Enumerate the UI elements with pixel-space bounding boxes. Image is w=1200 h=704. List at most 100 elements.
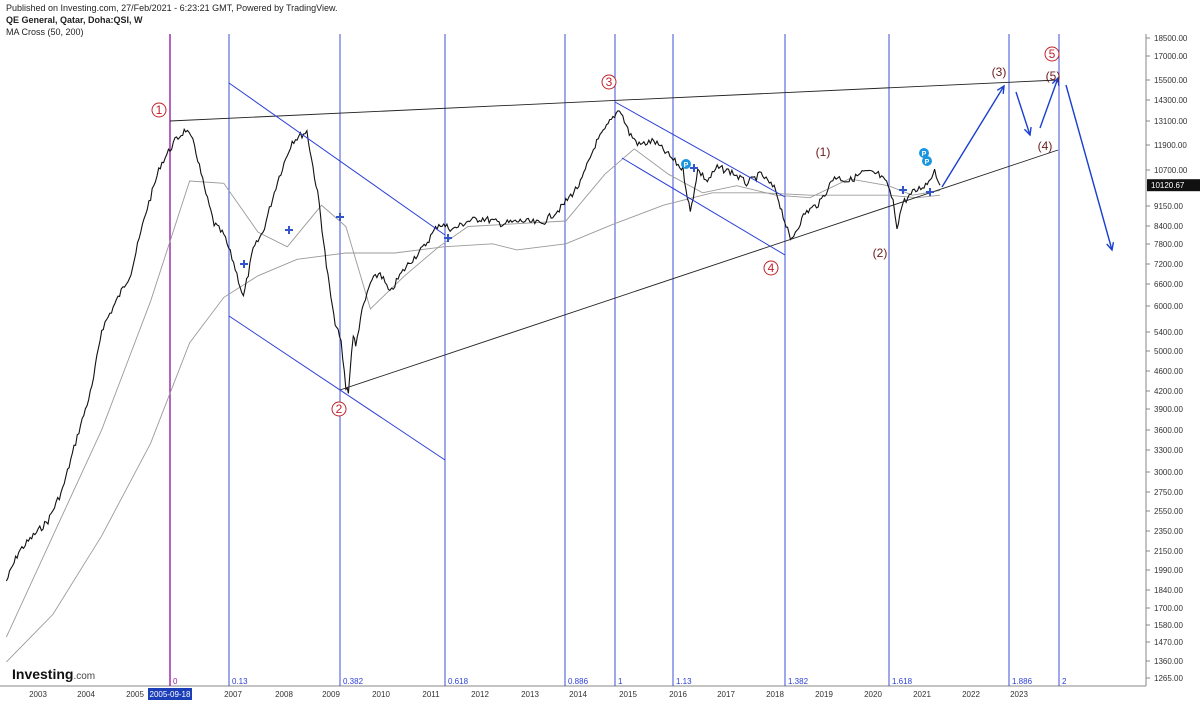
y-tick-label: 1470.00 [1154,638,1183,647]
ma-line [5,148,941,638]
y-tick-label: 5400.00 [1154,328,1183,337]
x-tick-label: 2015 [619,690,637,699]
channel-line [614,101,786,198]
arrow-head [996,84,1005,95]
chart-header: Published on Investing.com, 27/Feb/2021 … [6,2,338,38]
y-tick-label: 2550.00 [1154,507,1183,516]
y-tick-label: 14300.00 [1154,96,1188,105]
cross-marker [336,213,344,221]
wave-circle [331,401,347,417]
channel-line [228,315,446,461]
indicator-label: MA Cross (50, 200) [6,27,84,37]
cross-marker [690,164,698,172]
y-tick-label: 3900.00 [1154,405,1183,414]
y-tick-label: 9150.00 [1154,202,1183,211]
projection-arrow [1015,91,1031,136]
y-tick-label: 2150.00 [1154,547,1183,556]
x-tick-label: 2008 [275,690,293,699]
ma-line [6,192,941,663]
x-tick-label: 2019 [815,690,833,699]
x-tick-label: 2003 [29,690,47,699]
y-tick-label: 13100.00 [1154,117,1188,126]
y-tick-label: 1265.00 [1154,674,1183,683]
arrow-head [1051,76,1060,87]
logo-suffix: .com [73,671,96,682]
y-tick-label: 1580.00 [1154,621,1183,630]
cross-marker [240,260,248,268]
fib-time-label: 0 [173,677,178,686]
y-tick-label: 6600.00 [1154,280,1183,289]
x-tick-label: 2017 [717,690,735,699]
x-tick-label: 2020 [864,690,882,699]
wave-label: (5) [1046,69,1061,83]
wave-circle [1044,46,1060,62]
x-tick-label: 2007 [224,690,242,699]
y-tick-label: 3300.00 [1154,446,1183,455]
wave-label: (1) [816,145,831,159]
x-tick-label: 2012 [471,690,489,699]
badge-letter: P [684,162,689,169]
y-tick-label: 1990.00 [1154,566,1183,575]
y-tick-label: 8400.00 [1154,222,1183,231]
arrow-head [1023,126,1032,137]
wave-label: 3 [606,75,613,89]
x-tick-label: 2009 [322,690,340,699]
cross-marker [899,186,907,194]
pivot-badge: P [922,156,932,166]
y-tick-label: 3000.00 [1154,468,1183,477]
arrow-head [1106,242,1115,252]
pivot-badge: P [919,148,929,158]
x-tick-label: 2005-09-18 [150,690,191,699]
wave-circle [763,260,779,276]
cross-marker [444,234,452,242]
projection-arrow [1039,77,1059,129]
price-line [5,110,941,582]
badge-letter: P [925,159,930,166]
wave-label: 5 [1049,47,1056,61]
x-tick-label: 2005 [126,690,144,699]
badge-circle [922,156,932,166]
projection-arrow [1065,84,1113,251]
y-tick-label: 4200.00 [1154,387,1183,396]
fib-time-label: 0.13 [232,677,248,686]
y-tick-label: 4600.00 [1154,367,1183,376]
fib-time-label: 1.886 [1012,677,1033,686]
investing-logo: Investing.com [12,666,95,682]
x-tick-label: 2004 [77,690,95,699]
last-price-tag [1147,179,1200,192]
x-tick-label: 2011 [422,690,440,699]
y-tick-label: 17000.00 [1154,52,1188,61]
published-line: Published on Investing.com, 27/Feb/2021 … [6,3,338,13]
x-tick-label: 2016 [669,690,687,699]
y-tick-label: 3600.00 [1154,426,1183,435]
y-tick-label: 2350.00 [1154,527,1183,536]
x-tick-highlight [148,688,192,700]
badge-circle [919,148,929,158]
wave-circle [151,102,167,118]
pivot-badge: P [681,159,691,169]
y-tick-label: 7800.00 [1154,240,1183,249]
fib-time-label: 1.13 [676,677,692,686]
channel-line [621,157,786,256]
y-tick-label: 15500.00 [1154,76,1188,85]
y-tick-label: 7200.00 [1154,260,1183,269]
x-tick-label: 2022 [962,690,980,699]
y-tick-label: 18500.00 [1154,34,1188,43]
badge-circle [681,159,691,169]
fib-time-label: 0.618 [448,677,469,686]
y-tick-label: 1360.00 [1154,657,1183,666]
wave-label: 2 [336,402,343,416]
y-tick-label: 5000.00 [1154,347,1183,356]
fib-time-label: 1 [618,677,623,686]
wave-label: (4) [1038,139,1053,153]
y-tick-label: 1840.00 [1154,586,1183,595]
x-tick-label: 2014 [569,690,587,699]
cross-marker [285,226,293,234]
fib-time-label: 0.886 [568,677,589,686]
y-tick-label: 1700.00 [1154,604,1183,613]
channel-line [228,82,446,236]
upper-trendline [169,79,1059,122]
fib-time-label: 1.382 [788,677,809,686]
y-tick-label: 10700.00 [1154,166,1188,175]
